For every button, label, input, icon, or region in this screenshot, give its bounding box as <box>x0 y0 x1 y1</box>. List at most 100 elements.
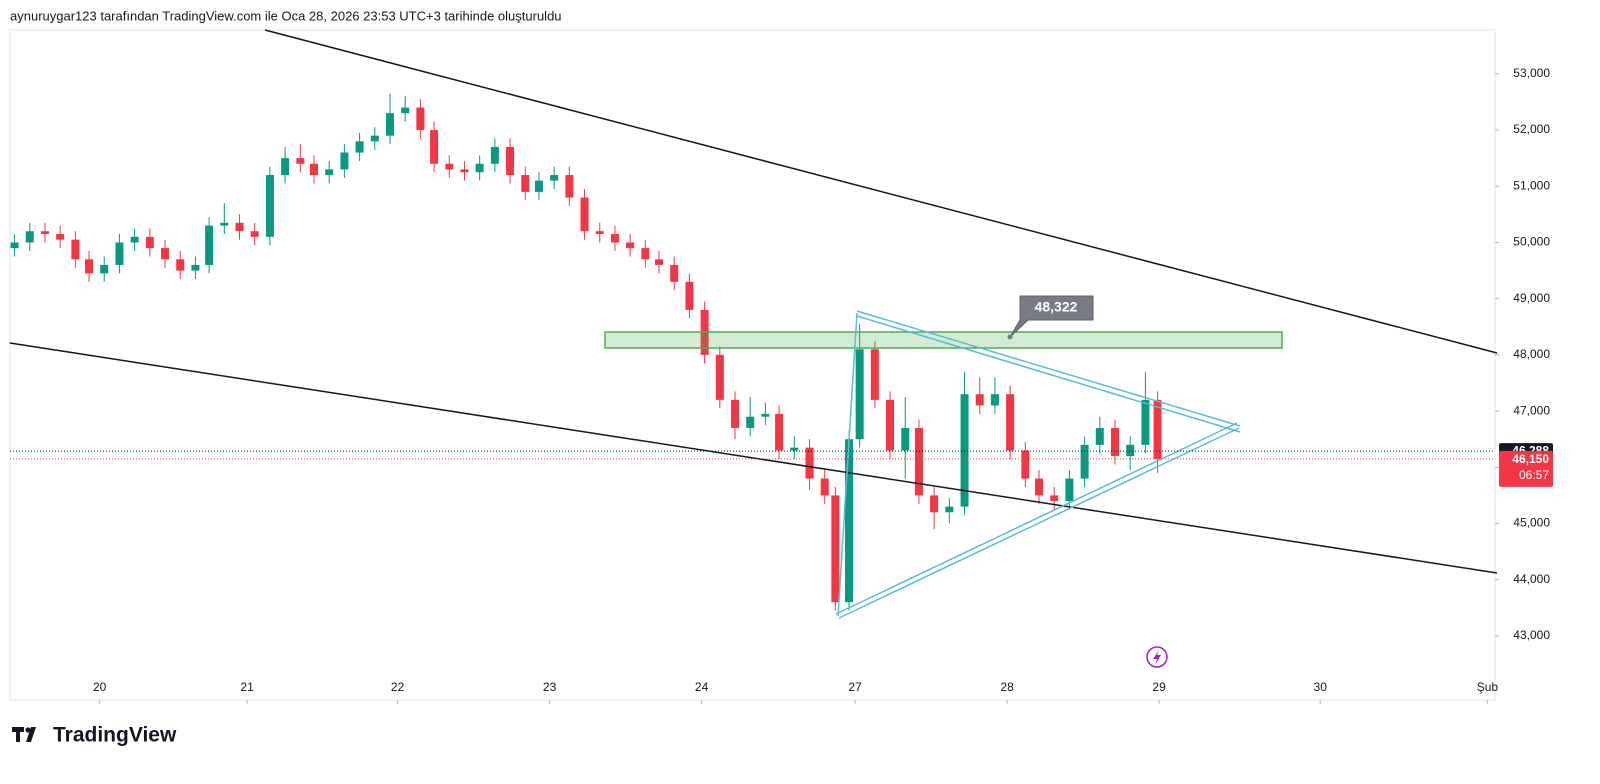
y-tick-label: 50,000 <box>1513 235 1550 249</box>
candle-body <box>40 231 49 235</box>
candle-body <box>1095 427 1104 445</box>
candle-body <box>1035 478 1044 496</box>
callout <box>1009 295 1094 338</box>
candle-body <box>805 447 814 479</box>
y-tick-label: 48,000 <box>1513 347 1550 361</box>
candle-body <box>355 141 364 153</box>
y-tick-label: 43,000 <box>1513 628 1550 642</box>
x-tick-label: 30 <box>1314 680 1328 694</box>
price-badge-label: 46,150 <box>1512 452 1549 466</box>
candle-body <box>855 349 864 440</box>
triangle-edge <box>835 422 1238 615</box>
candle-body <box>761 413 770 417</box>
candle-body <box>790 447 799 451</box>
candle-body <box>715 354 724 400</box>
candle-body <box>325 169 334 176</box>
y-tick-label: 52,000 <box>1513 122 1550 136</box>
candle-body <box>100 264 109 274</box>
x-tick-label: 22 <box>391 680 405 694</box>
countdown: 06:57 <box>1519 468 1549 482</box>
triangle-edge <box>856 315 1241 433</box>
candle-body <box>460 169 469 173</box>
candle-body <box>775 413 784 451</box>
candle-body <box>610 234 619 243</box>
candle-body <box>930 495 939 513</box>
candle-body <box>401 107 410 114</box>
y-tick-label: 44,000 <box>1513 572 1550 586</box>
candle-body <box>1080 444 1089 479</box>
candle-body <box>250 231 259 237</box>
candle-body <box>340 152 349 170</box>
candle-body <box>296 158 305 164</box>
candle-body <box>534 180 543 192</box>
candle-body <box>685 281 694 310</box>
candle-body <box>1111 427 1120 457</box>
candle-body <box>309 163 318 176</box>
logo: TradingView <box>12 724 177 747</box>
y-tick-label: 53,000 <box>1513 66 1550 80</box>
triangle-edge <box>856 310 1241 427</box>
candle-body <box>235 222 244 232</box>
triangle-edge <box>837 312 858 617</box>
candle-body <box>670 264 679 282</box>
header: aynuruygar123 tarafından TradingView.com… <box>10 8 562 23</box>
drawings <box>9 29 1498 668</box>
candle-body <box>1065 478 1074 502</box>
candle-body <box>655 259 664 265</box>
candle-body <box>370 135 379 142</box>
x-tick-label: 24 <box>695 680 709 694</box>
candle-body <box>161 248 170 260</box>
candle-body <box>990 394 999 406</box>
price-badge <box>1499 450 1553 487</box>
candle-body <box>130 236 139 243</box>
candle-body <box>580 197 589 232</box>
candle-body <box>445 163 454 170</box>
candles <box>10 93 1162 611</box>
candle-body <box>220 222 229 226</box>
x-tick-label: 21 <box>240 680 254 694</box>
candle-body <box>475 163 484 173</box>
candle-body <box>56 234 65 240</box>
candle-body <box>820 478 829 496</box>
y-tick-label: 47,000 <box>1513 403 1550 417</box>
candle-body <box>1021 450 1030 479</box>
candle-body <box>430 130 439 164</box>
x-tick-label: 29 <box>1152 680 1166 694</box>
candle-body <box>1153 399 1162 459</box>
y-tick-label: 49,000 <box>1513 291 1550 305</box>
callout-anchor <box>1007 334 1013 340</box>
candle-body <box>205 225 214 265</box>
candle-body <box>1141 399 1150 445</box>
candle-body <box>385 113 394 136</box>
candle-body <box>595 231 604 235</box>
candle-body <box>960 394 969 507</box>
logo-icon <box>25 727 31 733</box>
candle-body <box>746 416 755 428</box>
candle-body <box>265 175 274 237</box>
candle-body <box>1126 444 1135 457</box>
candle-body <box>416 107 425 131</box>
candle-body <box>975 394 984 406</box>
triangle-edge <box>838 427 1240 619</box>
candle-body <box>191 264 200 271</box>
candle-body <box>886 399 895 451</box>
x-tick-label: 23 <box>543 680 557 694</box>
candle-body <box>731 399 740 428</box>
candle-body <box>521 175 530 192</box>
candle-body <box>281 158 290 176</box>
callout-label: 48,322 <box>1035 299 1078 315</box>
x-tick-label: 28 <box>1000 680 1014 694</box>
candle-body <box>1006 394 1015 451</box>
candle-body <box>831 495 840 603</box>
x-tick-label: Şub <box>1477 680 1499 694</box>
plot-area <box>9 29 1496 701</box>
y-tick-label: 51,000 <box>1513 178 1550 192</box>
zone-rect <box>604 331 1283 349</box>
candle-body <box>870 349 879 400</box>
candle-body <box>145 236 154 249</box>
candle-body <box>565 175 574 198</box>
logo-text: TradingView <box>53 724 177 747</box>
candle-body <box>914 427 923 496</box>
candle-body <box>490 146 499 164</box>
candle-body <box>506 146 515 176</box>
